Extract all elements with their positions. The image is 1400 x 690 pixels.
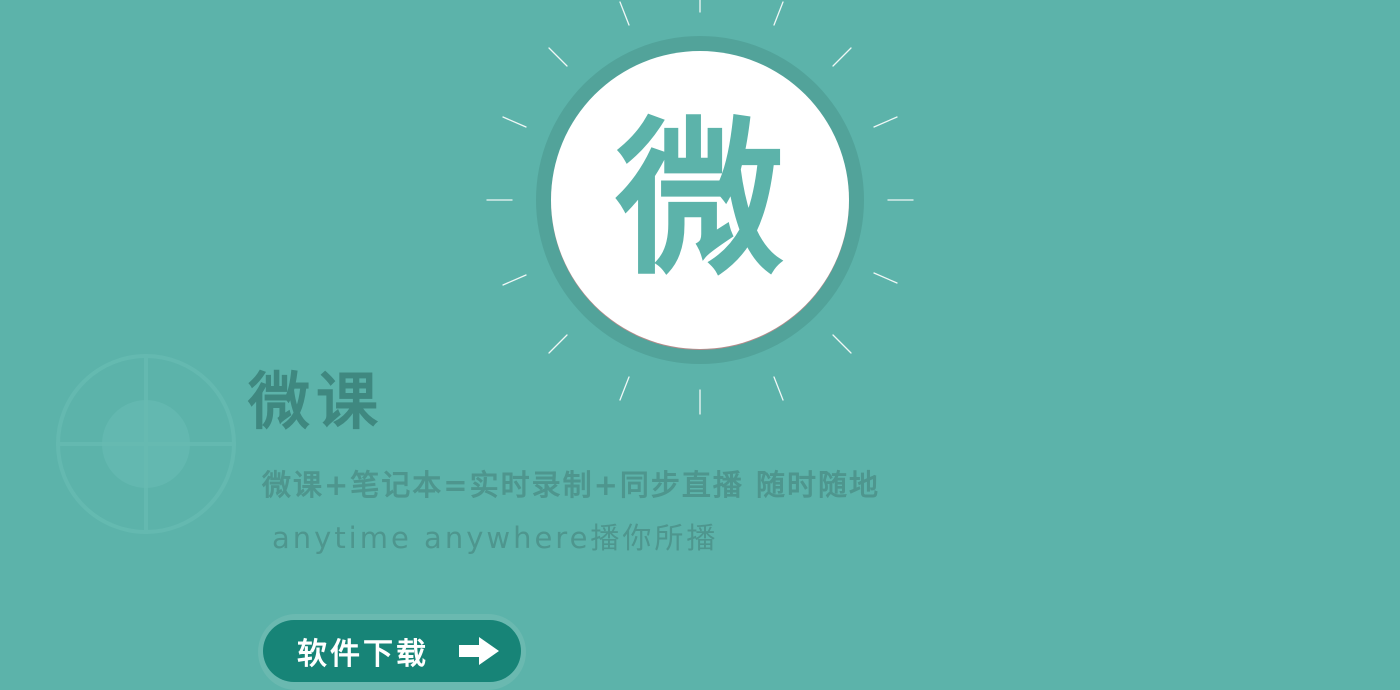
download-button[interactable]: 软件下载 [258, 614, 526, 690]
logo-disc [551, 51, 849, 349]
subtagline: anytime anywhere播你所播 [272, 521, 719, 555]
tagline: 微课+笔记本=实时录制+同步直播 随时随地 [262, 468, 880, 502]
download-button-label: 软件下载 [297, 637, 429, 672]
download-button-body: 软件下载 [263, 620, 521, 682]
brand-title: 微课 [248, 365, 385, 438]
target-watermark-icon [56, 354, 236, 534]
arrow-right-icon [459, 637, 499, 665]
sun-rays-icon [486, 0, 914, 415]
logo-glyph: 微 [616, 102, 784, 298]
